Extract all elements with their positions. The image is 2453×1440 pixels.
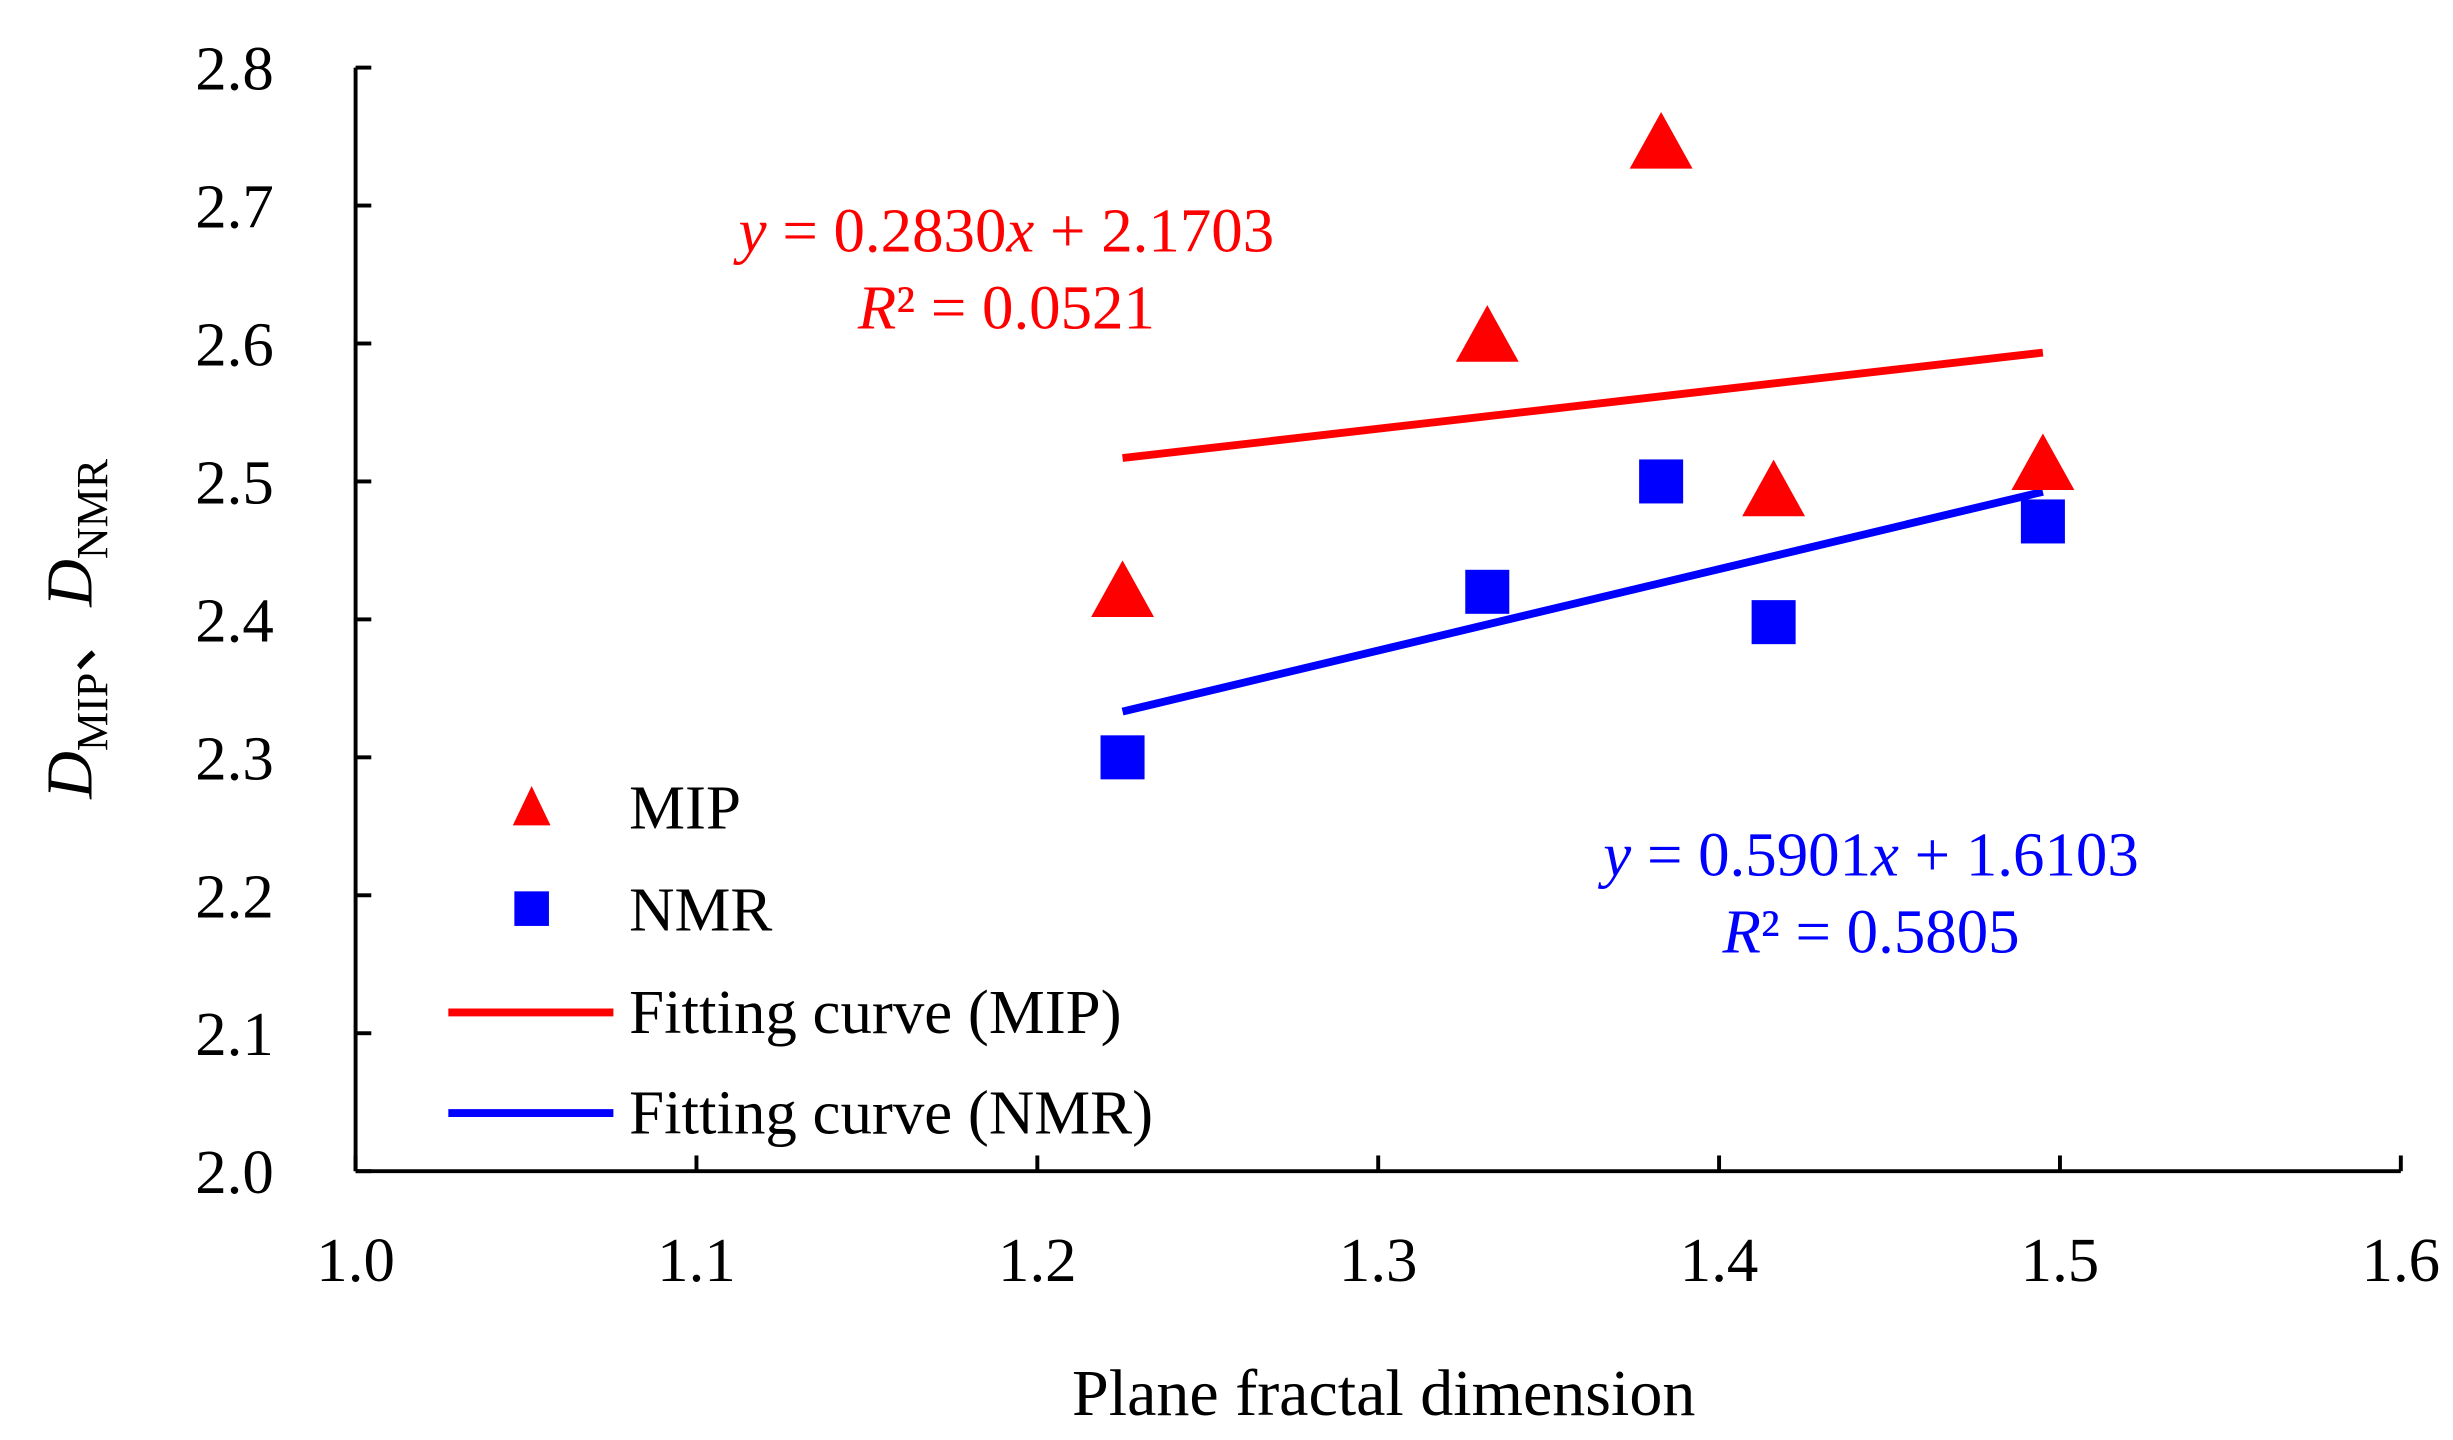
y-axis-label: DMIP、DNMR: [33, 458, 117, 800]
fit-line-mip: [1122, 348, 2044, 462]
legend-label-fit-mip: Fitting curve (MIP): [629, 977, 1121, 1047]
mip-point: [1629, 112, 1693, 169]
x-tick-label: 1.5: [2021, 1225, 2100, 1295]
x-tick-label: 1.1: [657, 1225, 736, 1295]
y-tick-label: 2.8: [195, 34, 274, 104]
y-tick-label: 2.2: [195, 861, 274, 931]
y-tick-label: 2.6: [195, 310, 274, 380]
fit-equation-mip: y = 0.2830x + 2.1703 R² = 0.0521: [733, 196, 1274, 343]
x-axis-label: Plane fractal dimension: [1072, 1357, 1695, 1430]
legend-label-mip: MIP: [629, 772, 741, 842]
svg-text:y = 0.2830x + 2.1703: y = 0.2830x + 2.1703: [733, 196, 1274, 266]
svg-text:R² = 0.5805: R² = 0.5805: [1722, 897, 2020, 967]
y-tick-label: 2.5: [195, 447, 274, 517]
mip-point: [1091, 560, 1154, 617]
legend-marker-mip: [512, 786, 551, 826]
x-tick-label: 1.6: [2362, 1225, 2441, 1295]
legend-label-nmr: NMR: [629, 875, 772, 945]
nmr-point: [1639, 459, 1684, 504]
y-tick-label: 2.7: [195, 172, 274, 242]
mip-point: [1455, 305, 1519, 362]
legend-label-fit-nmr: Fitting curve (NMR): [629, 1077, 1153, 1147]
x-tick-label: 1.0: [316, 1225, 395, 1295]
fit-line-nmr: [1121, 487, 2044, 716]
nmr-point: [2020, 499, 2065, 544]
legend: MIP NMR Fitting curve (MIP) Fitting curv…: [448, 772, 1153, 1147]
mip-point: [2011, 433, 2075, 491]
x-tick-label: 1.3: [1339, 1225, 1418, 1295]
nmr-point: [1100, 735, 1145, 780]
y-tick-label: 2.1: [195, 999, 274, 1069]
svg-text:R² = 0.0521: R² = 0.0521: [857, 273, 1155, 343]
mip-point: [1742, 459, 1806, 517]
y-tick-label: 2.3: [195, 723, 274, 793]
fit-equation-nmr: y = 0.5901x + 1.6103 R² = 0.5805: [1597, 820, 2138, 967]
y-tick-label: 2.0: [195, 1137, 274, 1207]
x-tick-label: 1.2: [998, 1225, 1077, 1295]
y-tick-label: 2.4: [195, 585, 274, 655]
legend-marker-nmr: [514, 891, 549, 926]
svg-text:y = 0.5901x + 1.6103: y = 0.5901x + 1.6103: [1597, 820, 2138, 890]
nmr-point: [1465, 569, 1510, 614]
x-tick-label: 1.4: [1680, 1225, 1759, 1295]
nmr-point: [1751, 600, 1796, 645]
